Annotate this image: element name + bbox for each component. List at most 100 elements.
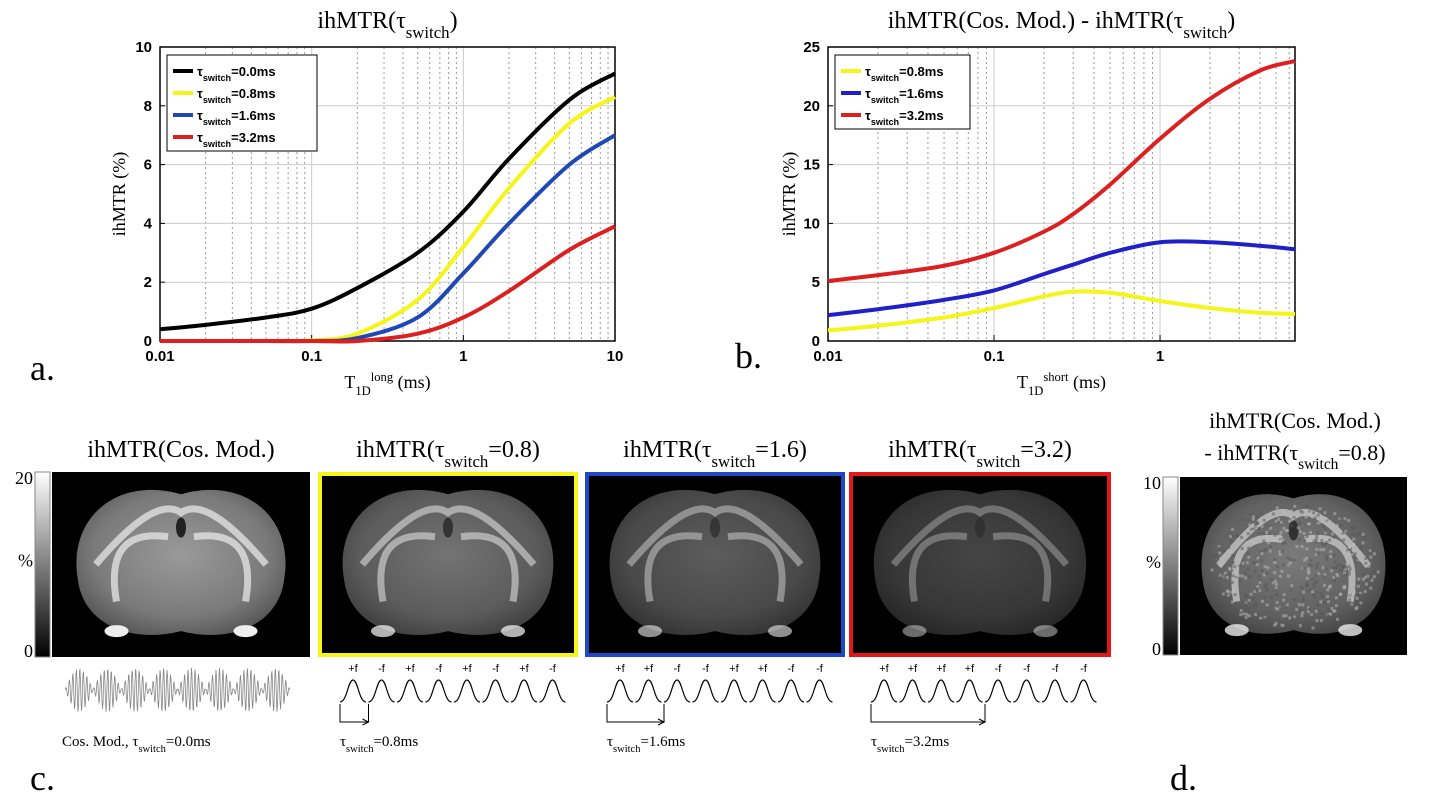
noise: [1348, 570, 1351, 573]
noise: [1369, 556, 1372, 559]
noise: [1244, 594, 1247, 597]
noise: [1211, 569, 1214, 572]
bright-spot: [768, 625, 792, 637]
noise: [1252, 518, 1255, 521]
noise: [1315, 566, 1318, 569]
noise: [1302, 591, 1305, 594]
text-piece: switch: [203, 73, 231, 83]
noise: [1277, 605, 1280, 608]
noise: [1340, 524, 1343, 527]
colorbar: [35, 472, 50, 657]
noise: [1258, 581, 1261, 584]
text-piece: =3.2ms: [899, 108, 943, 123]
noise: [1239, 613, 1242, 616]
text-piece: =0.0ms: [166, 734, 211, 750]
map-title: ihMTR(τswitch=3.2): [888, 437, 1072, 471]
noise: [1313, 582, 1316, 585]
noise: [1243, 534, 1246, 537]
noise: [1311, 578, 1314, 581]
text-piece: =0.8ms: [373, 734, 418, 750]
switch-arrow: [871, 704, 985, 722]
noise: [1322, 548, 1325, 551]
noise: [1269, 527, 1272, 530]
noise: [1335, 596, 1338, 599]
noise: [1374, 579, 1377, 582]
noise: [1281, 624, 1284, 627]
noise: [1269, 616, 1272, 619]
noise: [1307, 570, 1310, 573]
noise: [1329, 555, 1332, 558]
noise: [1263, 595, 1266, 598]
noise: [1324, 531, 1327, 534]
colorbar-unit: %: [1146, 552, 1161, 572]
noise: [1332, 576, 1335, 579]
noise: [1325, 555, 1328, 558]
noise: [1351, 598, 1354, 601]
chart-title: ihMTR(τswitch): [317, 8, 457, 42]
noise: [1363, 535, 1366, 538]
noise: [1252, 597, 1255, 600]
noise: [1306, 577, 1309, 580]
noise: [1326, 595, 1329, 598]
noise: [1273, 624, 1276, 627]
noise: [1259, 619, 1262, 622]
noise: [1255, 555, 1258, 558]
noise: [1315, 548, 1318, 551]
pulse: [454, 680, 480, 702]
noise: [1276, 506, 1279, 509]
noise: [1362, 573, 1365, 576]
text-piece: switch: [871, 73, 899, 83]
noise: [1336, 574, 1339, 577]
noise: [1338, 563, 1341, 566]
x-tick-label: 1: [459, 348, 467, 365]
noise: [1253, 527, 1256, 530]
noise: [1333, 579, 1336, 582]
text-piece: switch: [871, 95, 899, 105]
pulse-label: +f: [908, 663, 918, 675]
noise: [1320, 592, 1323, 595]
noise: [1246, 518, 1249, 521]
noise: [1244, 604, 1247, 607]
noise: [1293, 598, 1296, 601]
noise: [1353, 591, 1356, 594]
text-piece: =3.2ms: [231, 130, 275, 145]
noise: [1256, 585, 1259, 588]
noise: [1323, 584, 1326, 587]
noise: [1354, 552, 1357, 555]
noise: [1277, 518, 1280, 521]
noise: [1238, 574, 1241, 577]
noise: [1240, 609, 1243, 612]
noise: [1329, 585, 1332, 588]
noise: [1281, 550, 1284, 553]
noise: [1247, 556, 1250, 559]
noise: [1289, 561, 1292, 564]
noise: [1261, 552, 1264, 555]
noise: [1251, 540, 1254, 543]
noise: [1349, 567, 1352, 570]
y-tick-label: 5: [812, 274, 820, 291]
x-tick-label: 0.1: [301, 348, 322, 365]
noise: [1304, 539, 1307, 542]
noise: [1357, 578, 1360, 581]
chart-title: ihMTR(Cos. Mod.) - ihMTR(τswitch): [888, 8, 1235, 42]
noise: [1261, 525, 1264, 528]
noise: [1301, 603, 1304, 606]
noise: [1257, 575, 1260, 578]
noise: [1300, 614, 1303, 617]
noise: [1352, 526, 1355, 529]
noise: [1263, 519, 1266, 522]
pulse-label: -f: [492, 663, 500, 675]
text-piece: switch: [613, 744, 641, 755]
noise: [1320, 515, 1323, 518]
noise: [1347, 519, 1350, 522]
text-piece: =0.8): [1338, 440, 1385, 465]
noise: [1352, 544, 1355, 547]
noise: [1287, 574, 1290, 577]
noise: [1331, 607, 1334, 610]
noise: [1317, 522, 1320, 525]
noise: [1328, 521, 1331, 524]
noise: [1307, 567, 1310, 570]
text-piece: (ms): [393, 372, 431, 393]
noise: [1223, 549, 1226, 552]
noise: [1350, 609, 1353, 612]
